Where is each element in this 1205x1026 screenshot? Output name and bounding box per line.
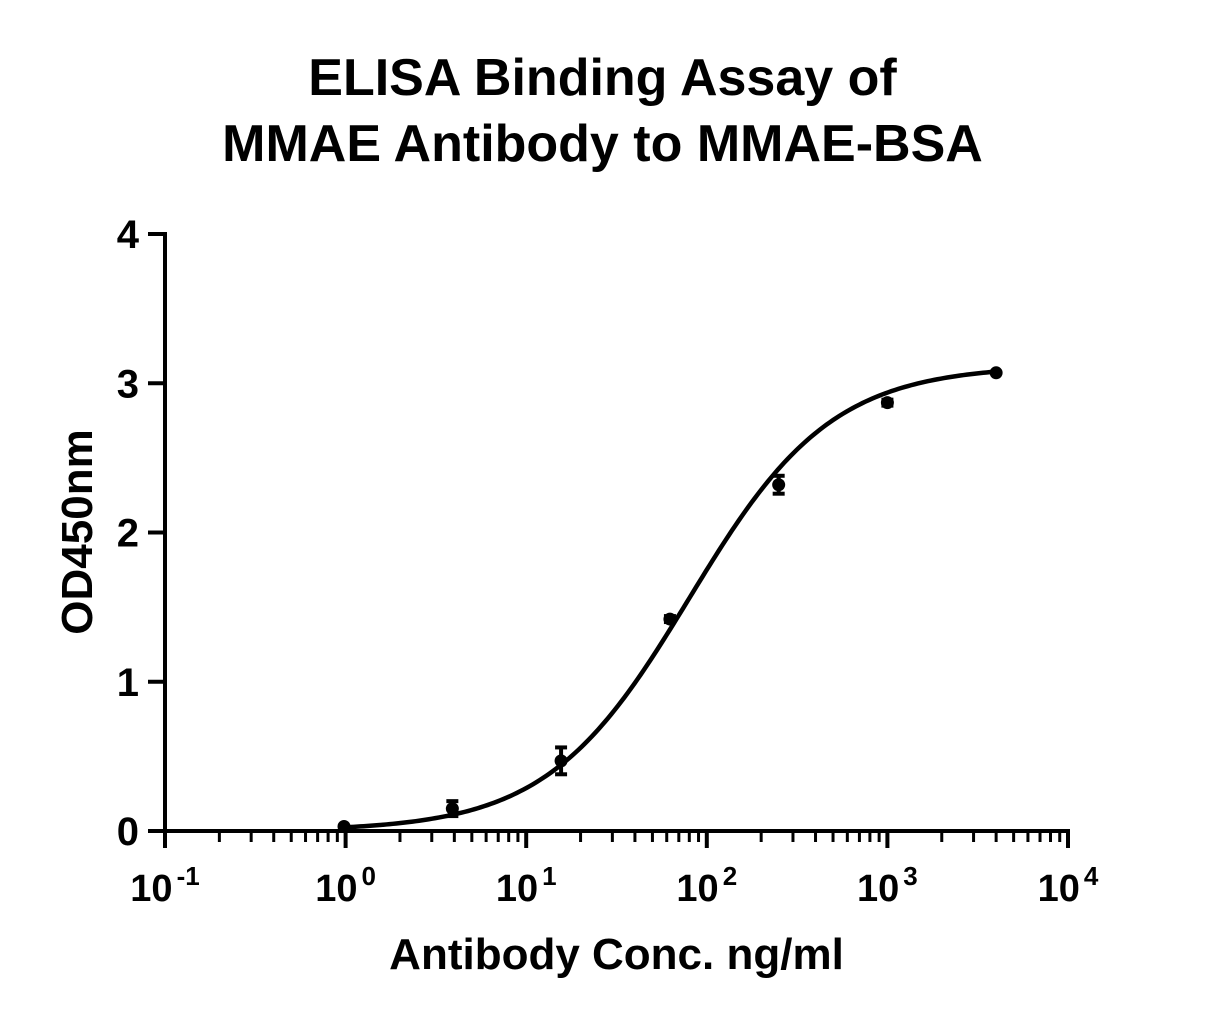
marker: [989, 366, 1003, 380]
data-point-2: [554, 745, 568, 777]
x-tick-label-1: 10 1: [496, 861, 557, 910]
axes: [163, 232, 1070, 833]
y-axis-label: OD450nm: [53, 429, 102, 635]
y-tick-label-2: 2: [117, 512, 139, 556]
x-tick-label-2: 10 2: [676, 861, 737, 910]
tick-marks: [148, 232, 1070, 848]
data-point-0: [337, 820, 351, 834]
marker: [663, 612, 677, 626]
x-tick-label-4: 10 4: [1038, 861, 1099, 910]
data-point-3: [663, 612, 677, 626]
chart-title-line-2: MMAE Antibody to MMAE-BSA: [222, 115, 983, 173]
y-tick-label-3: 3: [117, 362, 139, 406]
y-tick-label-1: 1: [117, 661, 139, 705]
y-tick-label-4: 4: [117, 213, 140, 257]
x-tick-label--1: 10 -1: [130, 861, 199, 910]
x-axis-label: Antibody Conc. ng/ml: [389, 930, 844, 979]
data-point-6: [989, 366, 1003, 380]
data-points: [337, 366, 1003, 834]
marker: [445, 802, 459, 816]
marker: [772, 478, 786, 492]
data-point-4: [772, 473, 786, 496]
y-tick-label-0: 0: [117, 810, 139, 854]
fit-curve: [343, 369, 997, 830]
data-point-5: [880, 396, 894, 410]
marker: [880, 396, 894, 410]
tick-labels: 0 1 2 3 4 10 -1 10 0 10 1 10 2 10 3 10 4: [117, 213, 1099, 910]
x-tick-label-3: 10 3: [857, 861, 918, 910]
marker: [337, 820, 351, 834]
chart-title-line-1: ELISA Binding Assay of: [308, 49, 897, 107]
marker: [554, 754, 568, 768]
x-tick-label-0: 10 0: [315, 861, 376, 910]
data-point-1: [445, 799, 459, 819]
